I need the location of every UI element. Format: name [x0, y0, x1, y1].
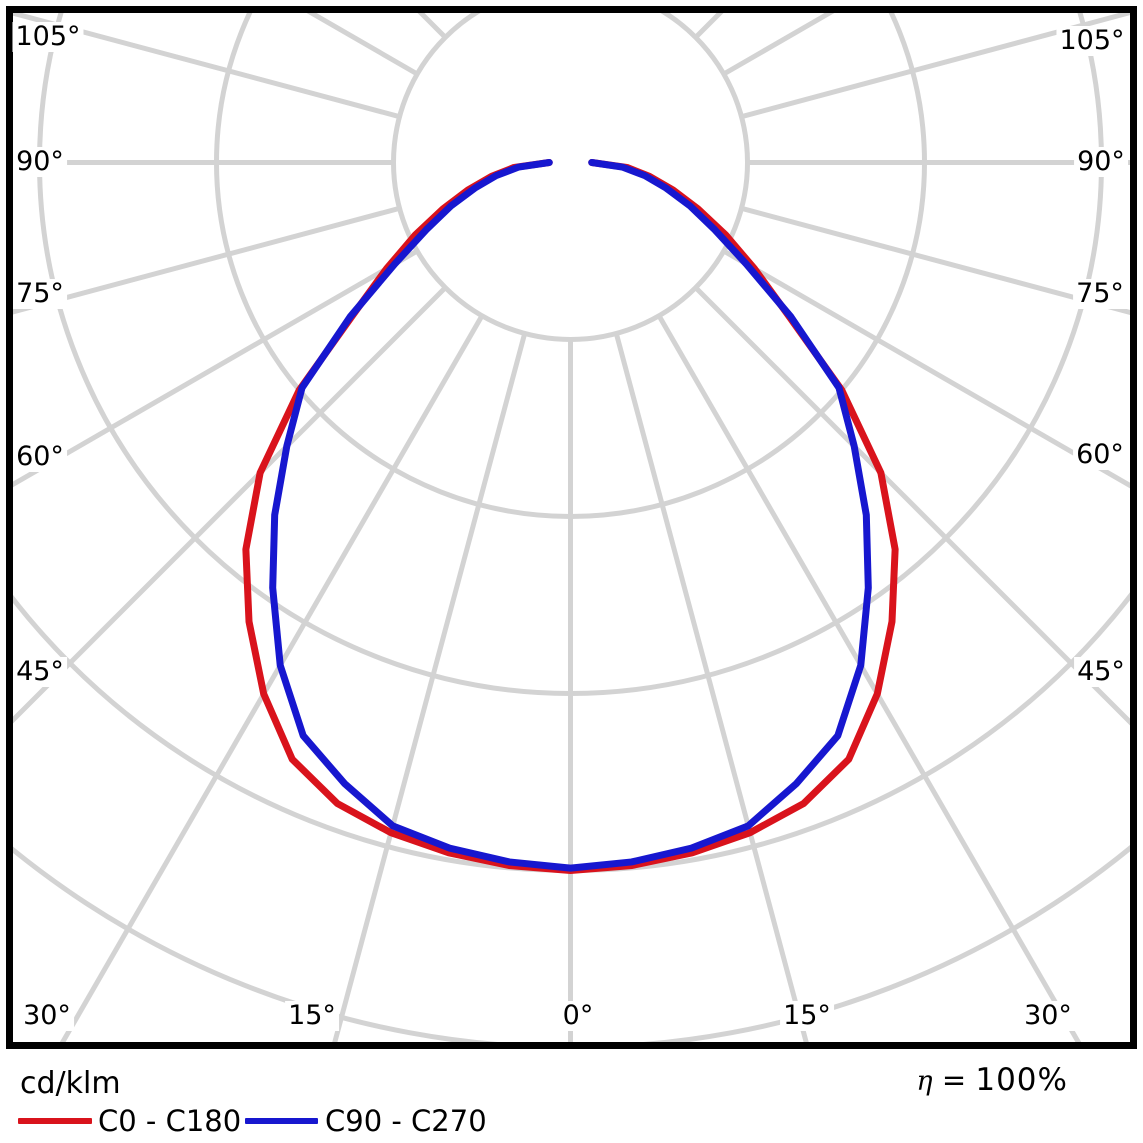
angle-label-8-15deg: 15°	[780, 1001, 834, 1031]
grid-radial-345deg	[332, 332, 528, 1042]
grid-radial-330deg	[59, 314, 485, 1042]
angle-label-10-45deg: 45°	[1074, 657, 1128, 687]
angle-label-2-75deg: 75°	[13, 279, 67, 309]
angle-label-0-105deg: 105°	[12, 22, 84, 52]
grid-radial-75deg	[740, 205, 1130, 316]
footer: cd/klm C0 - C180 C90 - C270 η = 100%	[0, 1060, 1143, 1143]
angle-label-13-90deg: 90°	[1074, 147, 1128, 177]
angle-label-3-60deg: 60°	[13, 442, 67, 472]
angle-label-11-60deg: 60°	[1073, 440, 1127, 470]
curve-c90-c270	[269, 159, 872, 872]
unit-label: cd/klm	[20, 1066, 121, 1101]
grid-radial-105deg	[740, 13, 1130, 120]
angle-label-9-30deg: 30°	[1021, 1001, 1075, 1031]
grid-radial-300deg	[13, 248, 419, 488]
angle-label-12-75deg: 75°	[1073, 279, 1127, 309]
angle-label-5-30deg: 30°	[20, 1001, 74, 1031]
efficiency-value: η = 100%	[916, 1062, 1068, 1098]
angle-label-1-90deg: 90°	[13, 147, 67, 177]
grid-radial-15deg	[613, 332, 809, 1042]
legend-swatch-c0-c180	[18, 1118, 92, 1124]
efficiency-percent: 100%	[975, 1062, 1068, 1098]
equals-sign: =	[941, 1063, 967, 1097]
grid-radial-60deg	[722, 248, 1130, 489]
eta-symbol: η	[916, 1066, 933, 1097]
angle-label-7-0deg: 0°	[559, 1001, 597, 1031]
grid-radial-285deg	[13, 205, 401, 315]
legend-swatch-c90-c270	[245, 1118, 318, 1124]
grid-ring-1	[391, 13, 750, 342]
angle-label-4-45deg: 45°	[13, 657, 67, 687]
grid-radial-255deg	[13, 13, 401, 120]
intensity-curves	[242, 159, 899, 874]
angle-label-6-15deg: 15°	[285, 1001, 339, 1031]
legend-label-c0-c180: C0 - C180	[98, 1104, 242, 1138]
grid-radial-30deg	[656, 314, 1082, 1042]
legend: C0 - C180 C90 - C270	[0, 1102, 1143, 1138]
plot-border	[6, 6, 1137, 1049]
angle-label-14-105deg: 105°	[1056, 26, 1128, 56]
legend-label-c90-c270: C90 - C270	[325, 1104, 487, 1138]
